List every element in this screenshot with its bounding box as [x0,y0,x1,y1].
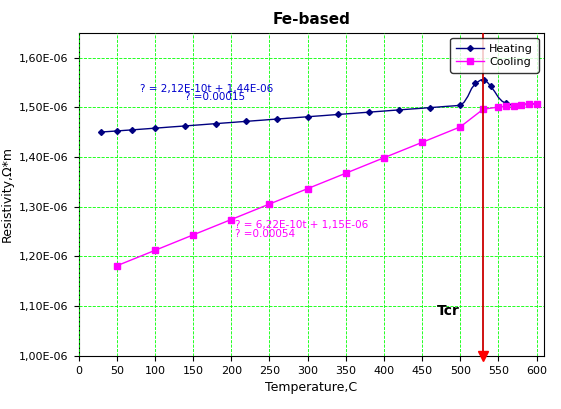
Cooling [533,101,540,106]
Cooling [419,140,425,145]
Legend: Heating, Cooling: Heating, Cooling [450,38,539,73]
Cooling [113,263,120,268]
Cooling [503,104,509,109]
Cooling [457,124,463,129]
Text: ? = 2,12E-10t + 1,44E-06: ? = 2,12E-10t + 1,44E-06 [140,84,273,94]
Cooling [518,102,525,107]
Cooling [495,105,502,110]
Heating [297,115,304,120]
Heating [259,118,265,123]
Cooling [190,232,196,237]
Heating [380,109,387,114]
Title: Fe-based: Fe-based [273,12,350,27]
Line: Heating: Heating [99,78,539,134]
Y-axis label: Resistivity,Ω*m: Resistivity,Ω*m [1,146,13,242]
Line: Cooling: Cooling [114,101,539,269]
Heating [174,124,181,129]
Cooling [480,107,486,112]
Text: ? =0.00015: ? =0.00015 [185,92,246,102]
Cooling [151,248,158,253]
Cooling [511,103,517,108]
Cooling [526,102,532,107]
Heating [251,118,257,123]
Text: Tcr: Tcr [438,304,460,318]
Heating [533,101,540,106]
Cooling [266,202,273,207]
Heating [98,130,105,135]
Heating [312,114,319,119]
Text: ? = 6,22E-10t + 1,15E-06: ? = 6,22E-10t + 1,15E-06 [235,220,368,229]
X-axis label: Temperature,C: Temperature,C [265,381,357,394]
Cooling [304,186,311,191]
Text: ? =0.00054: ? =0.00054 [235,229,295,238]
Cooling [228,217,234,222]
Heating [479,77,486,82]
Cooling [380,155,387,160]
Cooling [342,171,349,176]
